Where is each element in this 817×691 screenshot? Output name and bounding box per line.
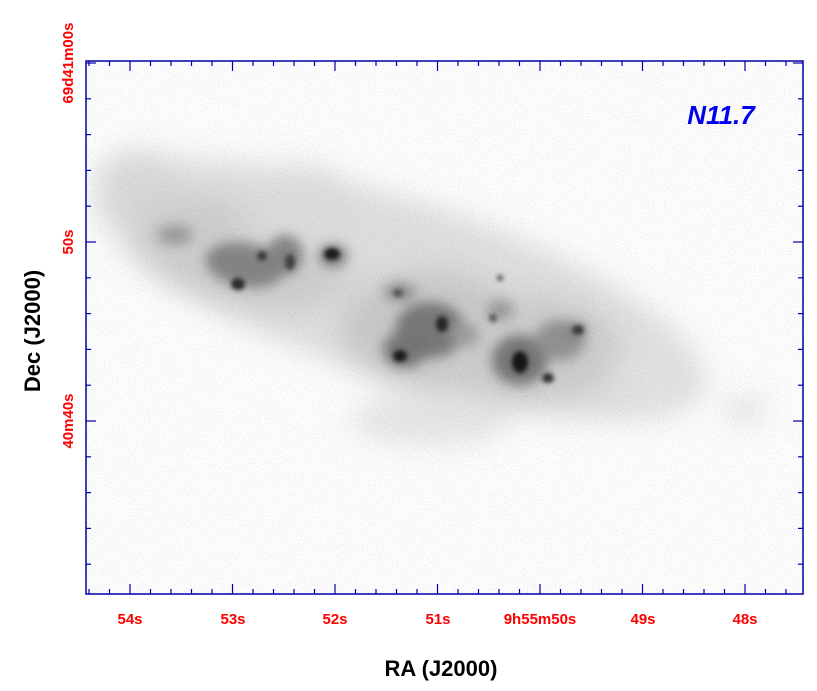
y-axis-title: Dec (J2000) bbox=[20, 270, 45, 392]
x-tick-label: 52s bbox=[322, 611, 347, 628]
panel-label: N11.7 bbox=[687, 100, 756, 130]
y-tick-labels: 69d41m00s 50s 40m40s bbox=[60, 23, 77, 449]
plot-frame bbox=[85, 60, 804, 595]
nebula-image bbox=[86, 61, 803, 594]
x-tick-label: 54s bbox=[117, 611, 142, 628]
x-axis-title: RA (J2000) bbox=[385, 656, 498, 681]
x-tick-label: 53s bbox=[220, 611, 245, 628]
y-tick-label: 50s bbox=[60, 229, 77, 254]
x-tick-label: 51s bbox=[425, 611, 450, 628]
y-tick-label: 40m40s bbox=[60, 393, 77, 448]
x-tick-labels: 54s 53s 52s 51s 9h55m50s 49s 48s bbox=[117, 611, 757, 628]
y-tick-label: 69d41m00s bbox=[60, 23, 77, 104]
x-tick-label: 9h55m50s bbox=[504, 611, 577, 628]
x-tick-label: 48s bbox=[732, 611, 757, 628]
x-tick-label: 49s bbox=[630, 611, 655, 628]
frame-border bbox=[85, 60, 804, 595]
